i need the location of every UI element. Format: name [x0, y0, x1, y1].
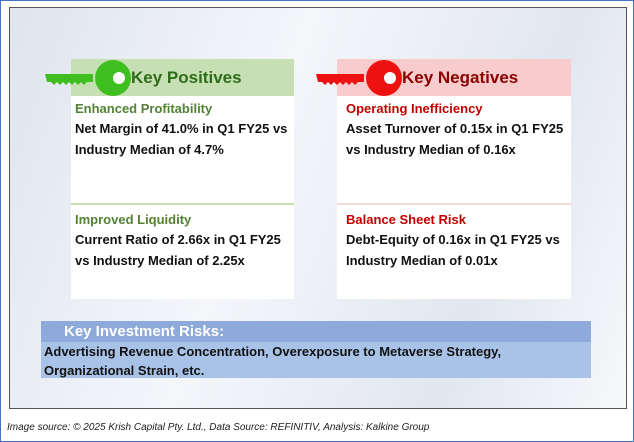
positive-1-text: Net Margin of 41.0% in Q1 FY25 vs Indust…	[75, 121, 288, 157]
negatives-card	[337, 59, 571, 299]
positive-2-text: Current Ratio of 2.66x in Q1 FY25 vs Ind…	[75, 232, 281, 268]
negative-1-text: Asset Turnover of 0.15x in Q1 FY25 vs In…	[346, 121, 564, 157]
negative-1-heading: Operating Inefficiency	[346, 101, 483, 116]
green-key-icon	[45, 60, 131, 96]
image-source-footer: Image source: © 2025 Krish Capital Pty. …	[7, 422, 430, 433]
risks-text: Advertising Revenue Concentration, Overe…	[41, 342, 591, 378]
positives-divider	[71, 203, 294, 205]
negative-2-text: Debt-Equity of 0.16x in Q1 FY25 vs Indus…	[346, 232, 560, 268]
positives-card	[71, 59, 294, 299]
negative-2-heading: Balance Sheet Risk	[346, 212, 466, 227]
positive-2-heading: Improved Liquidity	[75, 212, 192, 227]
risks-title: Key Investment Risks:	[41, 321, 591, 342]
negatives-divider	[337, 203, 571, 205]
positive-1-heading: Enhanced Profitability	[75, 101, 213, 116]
red-key-icon	[316, 60, 402, 96]
